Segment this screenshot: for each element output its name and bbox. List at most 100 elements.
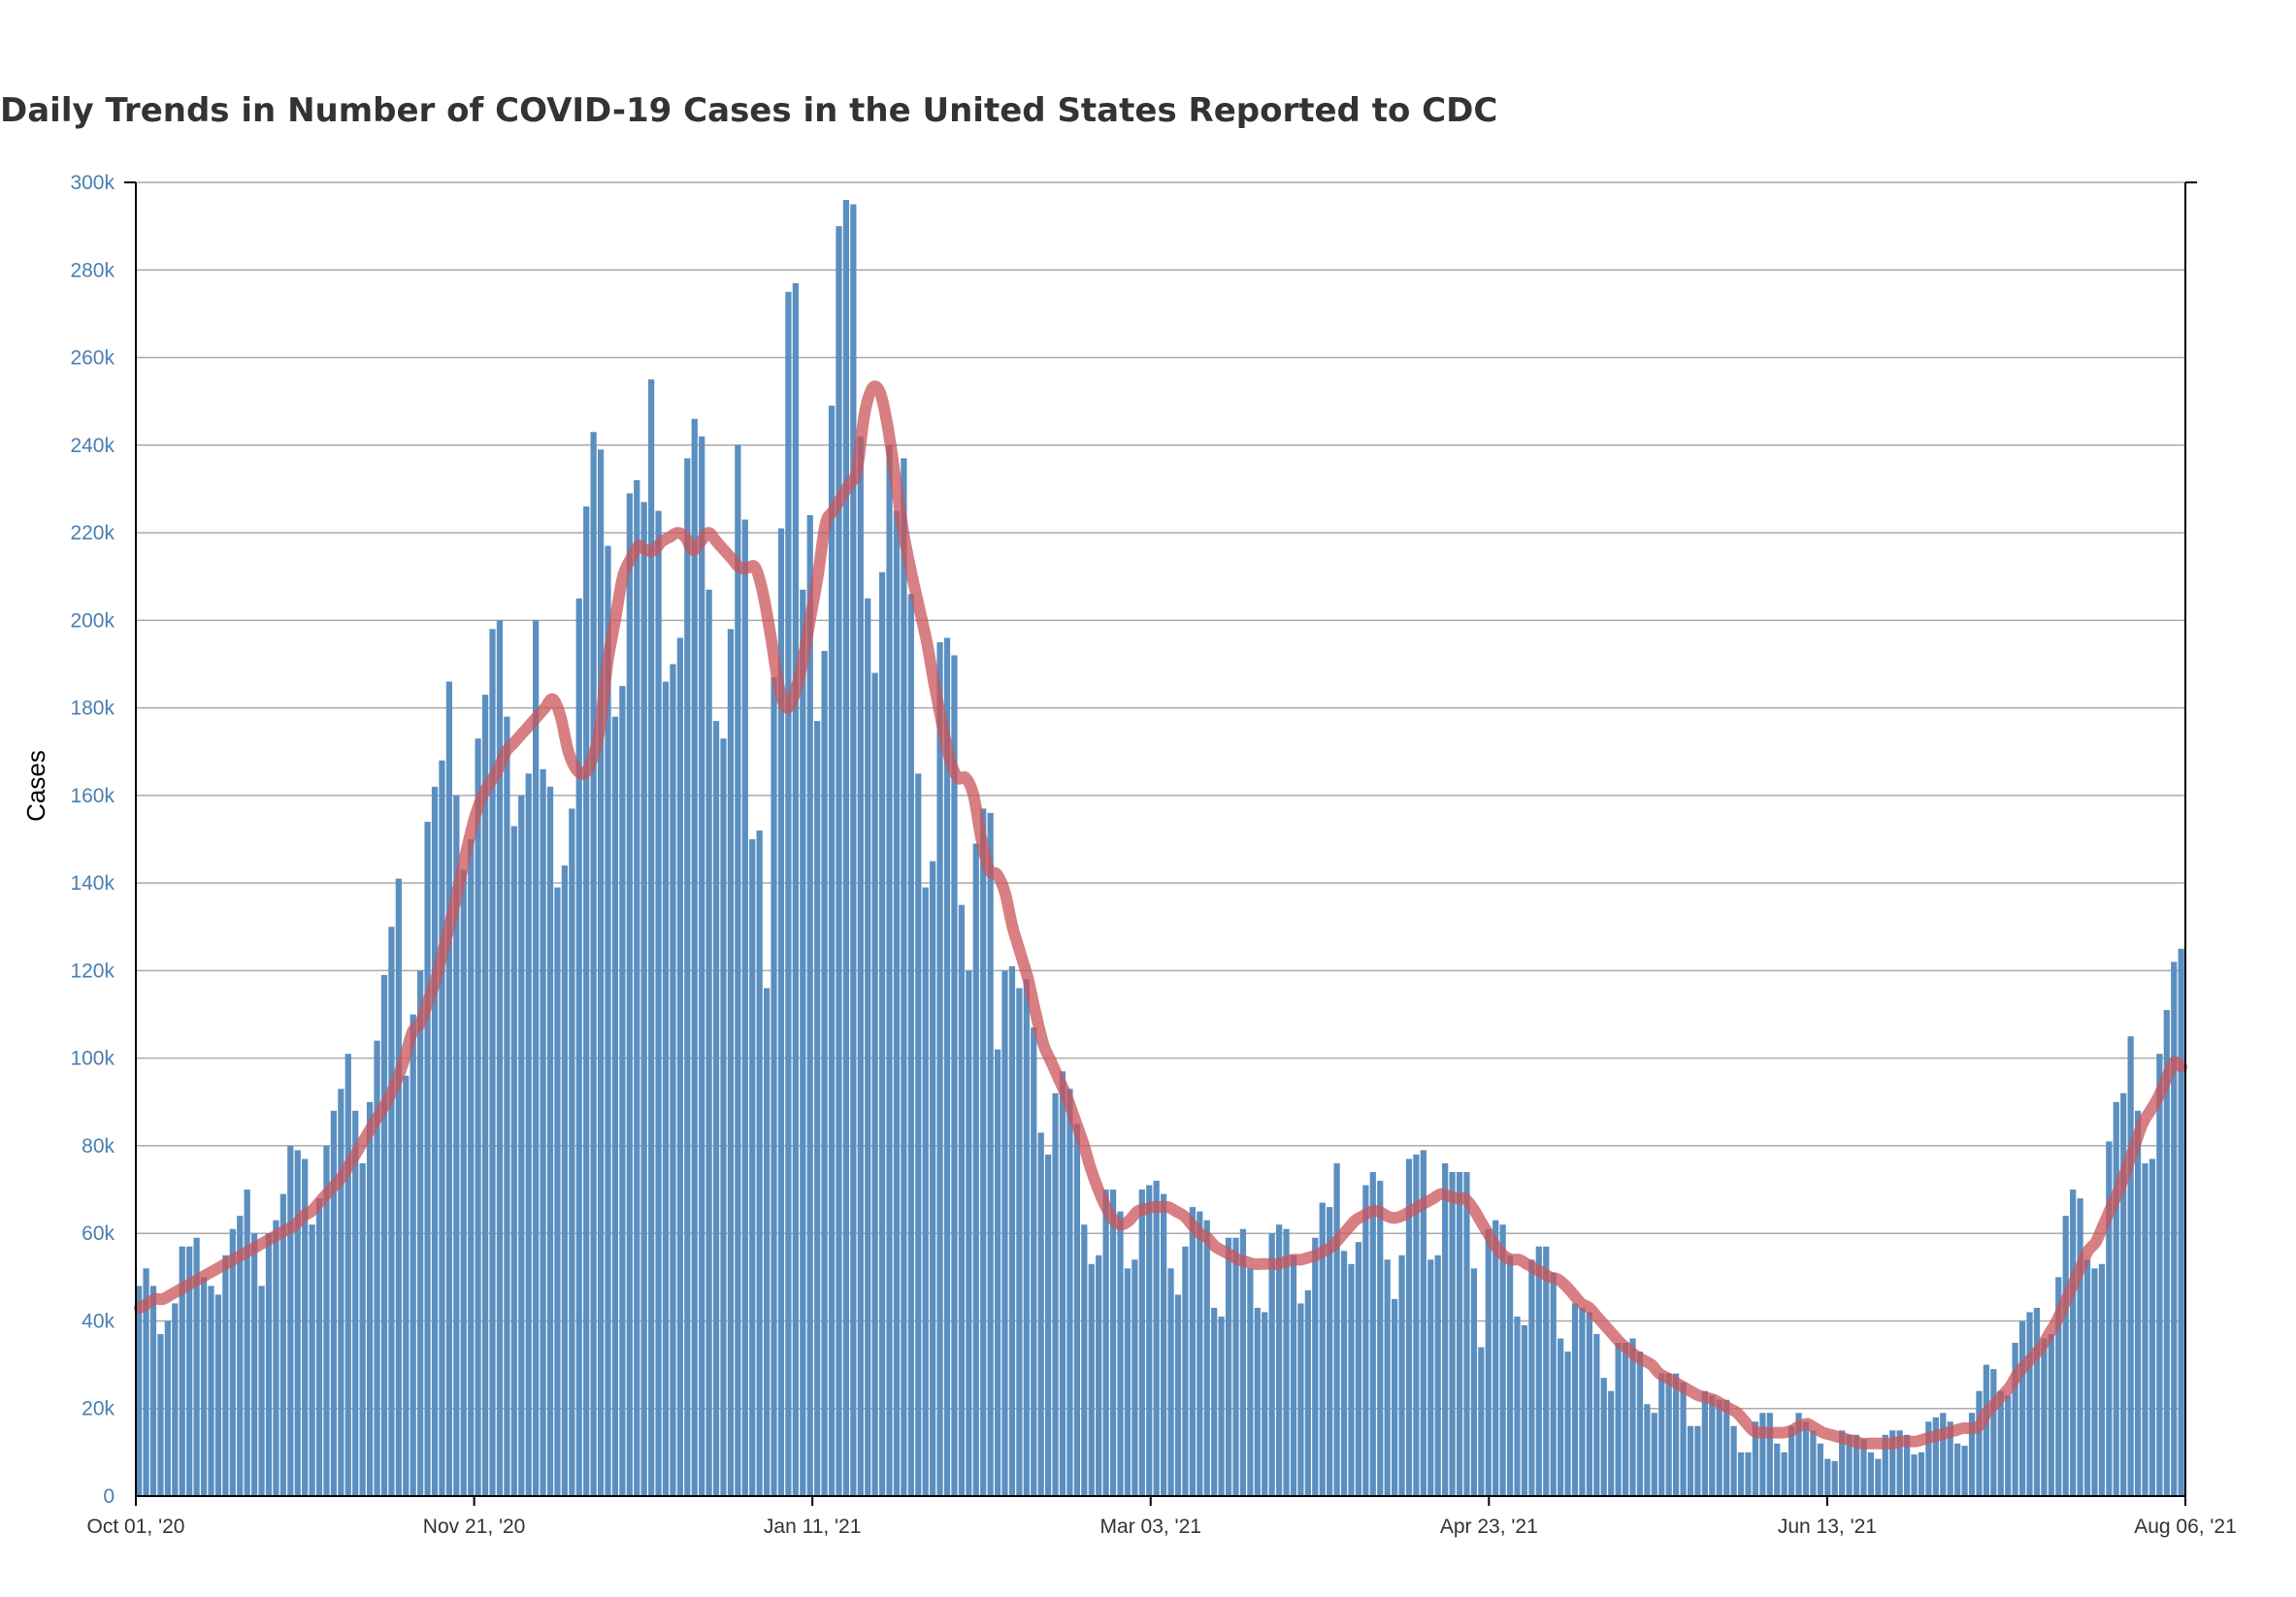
bar-176 — [1405, 1158, 1413, 1496]
bar-53 — [518, 795, 525, 1496]
bar-220 — [1723, 1399, 1730, 1496]
bar-36 — [395, 878, 402, 1496]
bar-225 — [1759, 1413, 1766, 1496]
bar-24 — [309, 1224, 315, 1496]
bar-116 — [972, 843, 979, 1496]
bar-9 — [200, 1277, 208, 1496]
bar-154 — [1247, 1268, 1254, 1496]
bar-199 — [1571, 1303, 1579, 1496]
bar-70 — [640, 502, 647, 1496]
bar-233 — [1817, 1443, 1823, 1496]
bar-33 — [374, 1040, 380, 1496]
bar-40 — [424, 821, 431, 1496]
y-tick-label-8: 160k — [70, 785, 115, 807]
bar-72 — [655, 510, 662, 1496]
bar-73 — [662, 681, 670, 1496]
bar-129 — [1066, 1089, 1073, 1496]
bars-group — [136, 200, 2184, 1497]
bar-230 — [1795, 1413, 1802, 1496]
bar-128 — [1059, 1071, 1066, 1496]
bar-188 — [1492, 1220, 1499, 1496]
bar-195 — [1543, 1246, 1550, 1496]
y-tick-label-3: 60k — [82, 1222, 115, 1245]
bar-10 — [208, 1286, 214, 1496]
bar-271 — [2091, 1268, 2098, 1496]
bar-22 — [294, 1150, 301, 1496]
bar-108 — [915, 773, 922, 1496]
bar-196 — [1550, 1272, 1557, 1496]
bar-61 — [575, 598, 582, 1496]
bar-193 — [1528, 1259, 1535, 1496]
bar-173 — [1384, 1259, 1391, 1496]
bar-191 — [1514, 1316, 1521, 1496]
bar-231 — [1802, 1421, 1810, 1496]
bar-272 — [2098, 1263, 2105, 1496]
bar-219 — [1716, 1399, 1722, 1496]
bar-89 — [777, 528, 785, 1496]
bar-104 — [886, 444, 893, 1496]
bar-102 — [871, 672, 878, 1496]
bar-163 — [1312, 1237, 1319, 1496]
bar-29 — [344, 1054, 351, 1496]
bar-30 — [352, 1110, 359, 1496]
x-tick-label-6: Aug 06, '21 — [2134, 1516, 2237, 1538]
y-tick-label-2: 40k — [82, 1310, 115, 1332]
bar-197 — [1558, 1338, 1564, 1496]
bar-7 — [186, 1246, 193, 1496]
bar-174 — [1391, 1298, 1398, 1496]
bar-2 — [149, 1286, 157, 1496]
bar-124 — [1031, 1027, 1037, 1496]
bar-205 — [1615, 1343, 1622, 1496]
bar-65 — [605, 545, 611, 1496]
bar-265 — [2048, 1334, 2054, 1496]
bar-213 — [1673, 1373, 1680, 1496]
bar-114 — [958, 904, 966, 1496]
bar-54 — [525, 773, 532, 1496]
bar-243 — [1889, 1430, 1896, 1496]
bar-130 — [1073, 1124, 1080, 1496]
bar-31 — [359, 1162, 366, 1496]
bar-190 — [1506, 1255, 1514, 1496]
bar-229 — [1788, 1425, 1795, 1496]
bar-281 — [2163, 1010, 2170, 1496]
bar-247 — [1918, 1451, 1925, 1496]
bar-51 — [504, 716, 510, 1496]
bar-150 — [1218, 1316, 1225, 1496]
y-tick-label-13: 260k — [70, 347, 115, 370]
bar-246 — [1911, 1454, 1918, 1496]
bar-77 — [691, 418, 698, 1497]
bar-239 — [1860, 1439, 1867, 1496]
bar-232 — [1810, 1430, 1817, 1496]
bar-46 — [468, 839, 475, 1496]
y-tick-label-9: 180k — [70, 698, 115, 720]
bar-156 — [1262, 1312, 1268, 1496]
bar-256 — [1983, 1364, 1990, 1496]
bar-95 — [821, 650, 828, 1496]
bar-198 — [1564, 1352, 1571, 1496]
bar-175 — [1398, 1255, 1405, 1496]
bar-8 — [193, 1237, 200, 1496]
bar-71 — [648, 379, 655, 1497]
bar-280 — [2156, 1054, 2163, 1496]
bar-25 — [315, 1198, 323, 1496]
bar-185 — [1470, 1268, 1478, 1496]
y-tick-label-7: 140k — [70, 872, 115, 895]
bar-249 — [1932, 1417, 1939, 1496]
bar-262 — [2026, 1312, 2033, 1496]
bar-32 — [366, 1101, 374, 1496]
bar-52 — [510, 826, 517, 1496]
bar-6 — [179, 1246, 185, 1496]
bar-276 — [2127, 1036, 2134, 1496]
bar-270 — [2083, 1259, 2091, 1496]
bar-62 — [583, 505, 590, 1496]
bar-94 — [814, 721, 821, 1496]
bar-204 — [1608, 1390, 1615, 1496]
bar-241 — [1875, 1458, 1882, 1496]
bar-17 — [258, 1286, 265, 1496]
bar-21 — [287, 1145, 294, 1496]
y-tick-label-14: 280k — [70, 259, 115, 281]
bar-16 — [250, 1233, 258, 1496]
y-tick-label-4: 80k — [82, 1135, 115, 1157]
bar-170 — [1362, 1185, 1369, 1496]
